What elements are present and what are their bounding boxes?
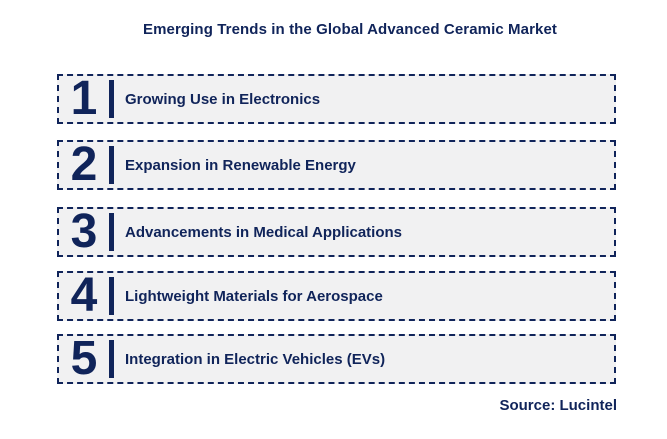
trend-label: Advancements in Medical Applications xyxy=(125,223,403,241)
divider-bar xyxy=(109,80,114,118)
divider-bar xyxy=(109,146,114,184)
trend-number: 4 xyxy=(70,269,98,322)
trend-label: Lightweight Materials for Aerospace xyxy=(125,287,383,305)
divider-bar xyxy=(109,340,114,378)
trend-card: 1 Growing Use in Electronics xyxy=(57,74,616,124)
trend-card: 2 Expansion in Renewable Energy xyxy=(57,140,616,190)
trend-label: Integration in Electric Vehicles (EVs) xyxy=(125,350,386,368)
trend-card: 4 Lightweight Materials for Aerospace xyxy=(57,271,616,321)
trend-card: 5 Integration in Electric Vehicles (EVs) xyxy=(57,334,616,384)
trend-number: 1 xyxy=(70,72,98,125)
page-title: Emerging Trends in the Global Advanced C… xyxy=(142,21,558,38)
divider-bar xyxy=(109,213,114,251)
trend-number: 5 xyxy=(70,332,98,385)
source-credit: Source: Lucintel xyxy=(499,397,617,414)
trend-number: 2 xyxy=(70,138,98,191)
trend-card: 3 Advancements in Medical Applications xyxy=(57,207,616,257)
trend-number: 3 xyxy=(70,205,98,258)
trend-label: Expansion in Renewable Energy xyxy=(125,156,356,174)
divider-bar xyxy=(109,277,114,315)
trend-label: Growing Use in Electronics xyxy=(125,90,321,108)
